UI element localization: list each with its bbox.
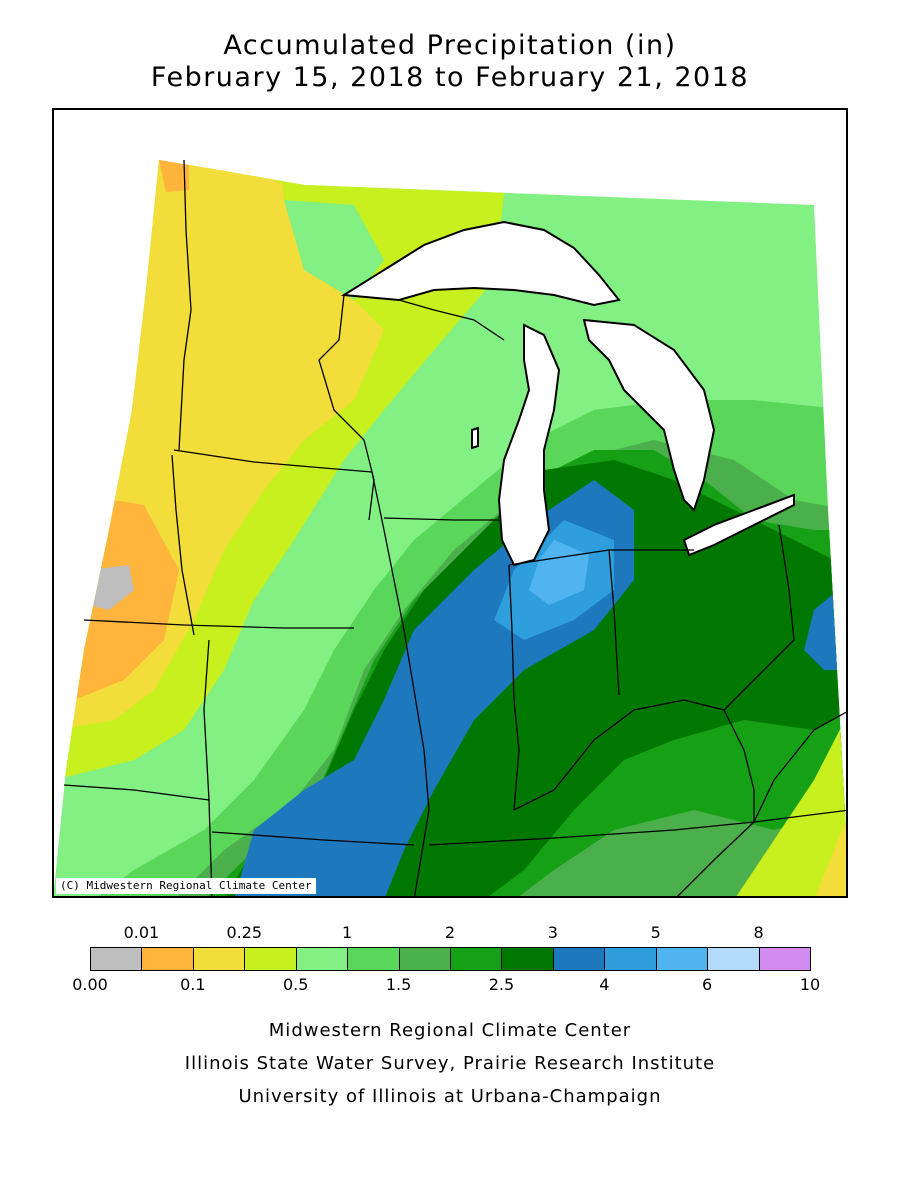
great-lakes [340, 220, 795, 567]
legend-swatch [295, 947, 349, 971]
legend-swatch [90, 947, 143, 971]
boundary-wi-il [383, 517, 499, 521]
field-5-6in [529, 540, 589, 605]
legend-bottom-label: 4 [599, 975, 610, 994]
field-0-0.01in [89, 565, 134, 610]
legend-swatch [192, 947, 246, 971]
field-0.01-0.1in-north [159, 160, 189, 192]
precipitation-map: (C) Midwestern Regional Climate Center [52, 108, 848, 898]
boundary-mo-il-river [371, 471, 430, 896]
lake-superior [340, 220, 621, 307]
state-boundaries [63, 159, 846, 896]
legend-top-label: 0.25 [226, 923, 263, 942]
boundary-ia-mo [83, 619, 354, 629]
credit-organization: Midwestern Regional Climate Center [268, 1020, 632, 1041]
lake-erie [682, 493, 795, 557]
legend-swatch [604, 947, 657, 971]
legend-swatch [552, 947, 606, 971]
legend-swatch [347, 947, 400, 971]
boundary-tn-nc [677, 821, 755, 896]
credit-survey: Illinois State Water Survey, Prairie Res… [184, 1053, 716, 1074]
legend-top-label: 8 [753, 923, 764, 942]
boundary-va-wv [753, 711, 846, 823]
boundary-in-oh [608, 549, 620, 696]
legend-swatch [655, 947, 709, 971]
map-title: Accumulated Precipitation (in) [223, 30, 677, 61]
field-0.1-0.25in-southeast [814, 810, 846, 896]
boundary-il-in [508, 564, 520, 811]
legend-swatch [141, 947, 194, 971]
legend-bottom-label: 1.5 [385, 975, 412, 994]
credit-university: University of Illinois at Urbana-Champai… [238, 1086, 662, 1107]
legend-bottom-label: 0.00 [72, 975, 108, 994]
boundary-ne-ks [63, 784, 210, 801]
legend-swatch [450, 947, 503, 971]
legend-top-label: 3 [547, 923, 558, 942]
field-0.5-1in-north [284, 200, 384, 300]
legend-bottom-label: 2.5 [488, 975, 515, 994]
lake-huron [582, 318, 716, 512]
legend-top-label: 0.01 [123, 923, 160, 942]
legend-swatch [501, 947, 554, 971]
boundary-mo-ar [211, 831, 415, 846]
legend-bottom-label: 0.5 [282, 975, 309, 994]
precipitation-map-canvas [54, 159, 846, 896]
legend-bottom-label: 0.1 [180, 975, 206, 994]
boundary-wi-mi [398, 299, 505, 341]
boundary-mi-in-oh [508, 549, 694, 566]
color-legend: 0.01 0.25 1 2 3 5 8 0.00 0.1 0.5 1.5 2.5 4 6 10 [0, 915, 900, 1005]
boundary-sd-ia [171, 454, 195, 636]
legend-swatch [398, 947, 451, 971]
map-copyright: (C) Midwestern Regional Climate Center [56, 878, 316, 894]
legend-bottom-label: 6 [702, 975, 713, 994]
boundary-mn-ia [173, 449, 373, 473]
legend-swatch [758, 947, 811, 971]
boundary-oh-pa [778, 524, 795, 641]
legend-swatch [244, 947, 297, 971]
map-date-range: February 15, 2018 to February 21, 2018 [150, 62, 750, 93]
lake-winnebago [471, 426, 479, 450]
legend-top-label: 1 [342, 923, 353, 942]
field-0.25-0.5in-southeast [734, 710, 846, 896]
boundary-wv-ky [723, 709, 755, 822]
boundary-nd-mn [178, 159, 192, 451]
boundary-ks-mo [203, 639, 213, 896]
boundary-ky-tn [428, 809, 846, 846]
boundary-ky-ohio-river [513, 639, 795, 811]
legend-top-label: 2 [444, 923, 456, 942]
precipitation-field [54, 160, 846, 896]
legend-top-label: 5 [650, 923, 661, 942]
legend-bottom-label: 10 [799, 975, 821, 994]
legend-swatch [707, 947, 760, 971]
